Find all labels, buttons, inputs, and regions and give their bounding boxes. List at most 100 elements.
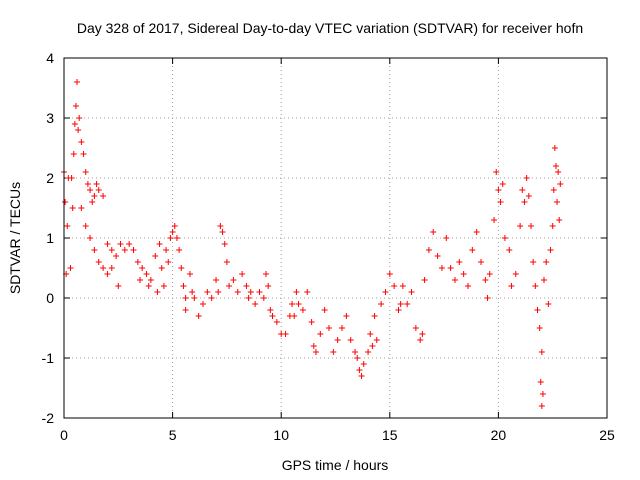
data-point <box>464 283 471 289</box>
data-point <box>87 235 94 241</box>
data-point <box>182 307 189 313</box>
x-tick-label: 20 <box>491 427 507 443</box>
y-tick-label: 1 <box>46 230 54 246</box>
data-point <box>547 247 554 253</box>
data-point <box>208 295 215 301</box>
data-point <box>186 271 193 277</box>
data-point <box>304 289 311 295</box>
plot-frame <box>63 57 608 419</box>
data-point <box>478 259 485 265</box>
data-point <box>219 229 226 235</box>
data-point <box>330 349 337 355</box>
data-point <box>295 301 302 307</box>
data-point <box>239 271 246 277</box>
data-point <box>273 319 280 325</box>
data-point <box>91 247 98 253</box>
data-point <box>100 193 107 199</box>
chart-title: Day 328 of 2017, Sidereal Day-to-day VTE… <box>77 20 583 36</box>
data-point <box>545 301 552 307</box>
data-point <box>512 271 519 277</box>
data-point <box>356 367 363 373</box>
data-point <box>291 313 298 319</box>
data-point <box>121 247 128 253</box>
data-point <box>493 169 500 175</box>
data-point <box>115 283 122 289</box>
data-point <box>537 379 544 385</box>
x-tick-label: 5 <box>169 427 177 443</box>
data-point <box>158 265 165 271</box>
data-point <box>282 331 289 337</box>
data-point <box>371 313 378 319</box>
data-point <box>147 277 154 283</box>
data-point <box>358 373 365 379</box>
y-tick-label: -1 <box>42 350 55 366</box>
data-point <box>82 169 89 175</box>
data-point <box>173 235 180 241</box>
data-point <box>108 247 115 253</box>
x-tick-label: 25 <box>599 427 615 443</box>
data-point <box>195 313 202 319</box>
data-point <box>399 283 406 289</box>
data-point <box>167 235 174 241</box>
data-point <box>139 265 146 271</box>
data-point <box>554 199 561 205</box>
data-point <box>517 223 524 229</box>
data-point <box>171 223 178 229</box>
data-point <box>310 343 317 349</box>
data-point <box>460 271 467 277</box>
x-tick-label: 10 <box>273 427 289 443</box>
data-point <box>176 247 183 253</box>
data-point <box>100 265 107 271</box>
data-point <box>408 289 415 295</box>
data-point <box>521 199 528 205</box>
data-point <box>68 175 75 181</box>
data-point <box>451 277 458 283</box>
data-point <box>137 277 144 283</box>
data-point <box>425 247 432 253</box>
y-tick-label: -2 <box>42 410 55 426</box>
data-point <box>369 343 376 349</box>
data-point <box>156 241 163 247</box>
data-point <box>204 289 211 295</box>
data-point <box>117 241 124 247</box>
data-point <box>69 205 76 211</box>
data-point <box>223 259 230 265</box>
data-point <box>549 223 556 229</box>
data-point <box>501 235 508 241</box>
data-point <box>160 283 167 289</box>
data-point <box>469 247 476 253</box>
data-point <box>293 289 300 295</box>
data-point <box>473 229 480 235</box>
data-point <box>76 115 83 121</box>
data-point <box>217 223 224 229</box>
data-point <box>245 295 252 301</box>
data-point <box>555 169 562 175</box>
data-point <box>421 277 428 283</box>
data-point <box>430 229 437 235</box>
data-point <box>352 349 359 355</box>
data-point <box>91 193 98 199</box>
y-tick-label: 3 <box>46 110 54 126</box>
data-point <box>456 259 463 265</box>
data-point <box>438 265 445 271</box>
data-point <box>519 187 526 193</box>
data-point <box>95 259 102 265</box>
data-point <box>538 349 545 355</box>
tick-layer: 0 5 10 15 20 25 -2 -1 0 1 2 3 4 <box>42 50 615 443</box>
data-point <box>234 289 241 295</box>
data-point <box>262 271 269 277</box>
data-point <box>308 319 315 325</box>
x-tick-label: 15 <box>382 427 398 443</box>
data-point <box>343 313 350 319</box>
data-point <box>539 391 546 397</box>
data-point <box>527 223 534 229</box>
data-point <box>87 187 94 193</box>
data-point <box>247 289 254 295</box>
data-point <box>506 247 513 253</box>
data-point <box>200 301 207 307</box>
data-point <box>126 241 133 247</box>
data-point <box>482 277 489 283</box>
data-point <box>104 241 111 247</box>
data-point <box>64 223 71 229</box>
